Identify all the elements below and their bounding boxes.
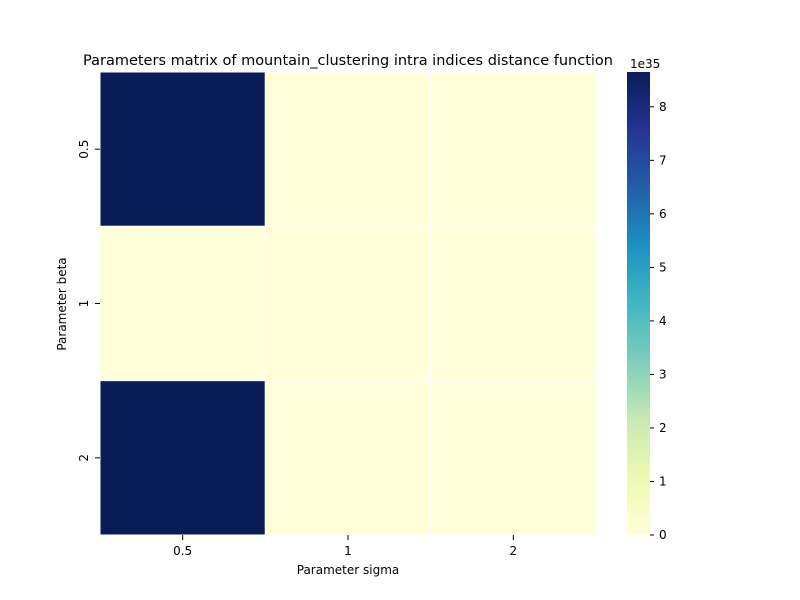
x-tick-label: 2 (510, 544, 518, 558)
x-tick-label: 0.5 (173, 544, 192, 558)
colorbar-tick-label: 8 (659, 100, 667, 114)
colorbar-tick-label: 1 (659, 474, 667, 488)
colorbar-tick-label: 6 (659, 207, 667, 221)
heatmap-cell (99, 380, 266, 536)
heatmap-cell (430, 225, 597, 382)
colorbar-tick-label: 0 (659, 528, 667, 542)
heatmap-cell (264, 225, 432, 382)
y-tick-label: 2 (77, 454, 91, 462)
y-axis-label: Parameter beta (55, 257, 69, 350)
colorbar-tick-label: 5 (659, 260, 667, 274)
y-tick-label: 1 (77, 300, 91, 308)
heatmap-cell (430, 380, 597, 536)
chart-title: Parameters matrix of mountain_clustering… (83, 53, 613, 69)
colorbar-tick-label: 3 (659, 367, 667, 381)
y-tick-label: 0.5 (77, 140, 91, 159)
heatmap-cell (264, 380, 432, 536)
heatmap-cell (99, 225, 266, 382)
colorbar-ticks: 0 1 2 3 4 5 6 7 8 (650, 100, 667, 542)
heatmap-cell (99, 71, 266, 227)
colorbar-tick-label: 2 (659, 421, 667, 435)
heatmap-cell (264, 71, 432, 227)
heatmap-cell (430, 71, 597, 227)
heatmap-cells (99, 71, 597, 536)
x-tick-label: 1 (344, 544, 352, 558)
colorbar-tick-label: 7 (659, 153, 667, 167)
colorbar-offset-label: 1e35 (630, 57, 660, 71)
colorbar (627, 72, 650, 535)
x-axis-label: Parameter sigma (297, 563, 400, 577)
x-axis-ticks: 0.5 1 2 (173, 535, 517, 558)
colorbar-tick-label: 4 (659, 314, 667, 328)
y-axis-ticks: 0.5 1 2 (77, 140, 100, 462)
